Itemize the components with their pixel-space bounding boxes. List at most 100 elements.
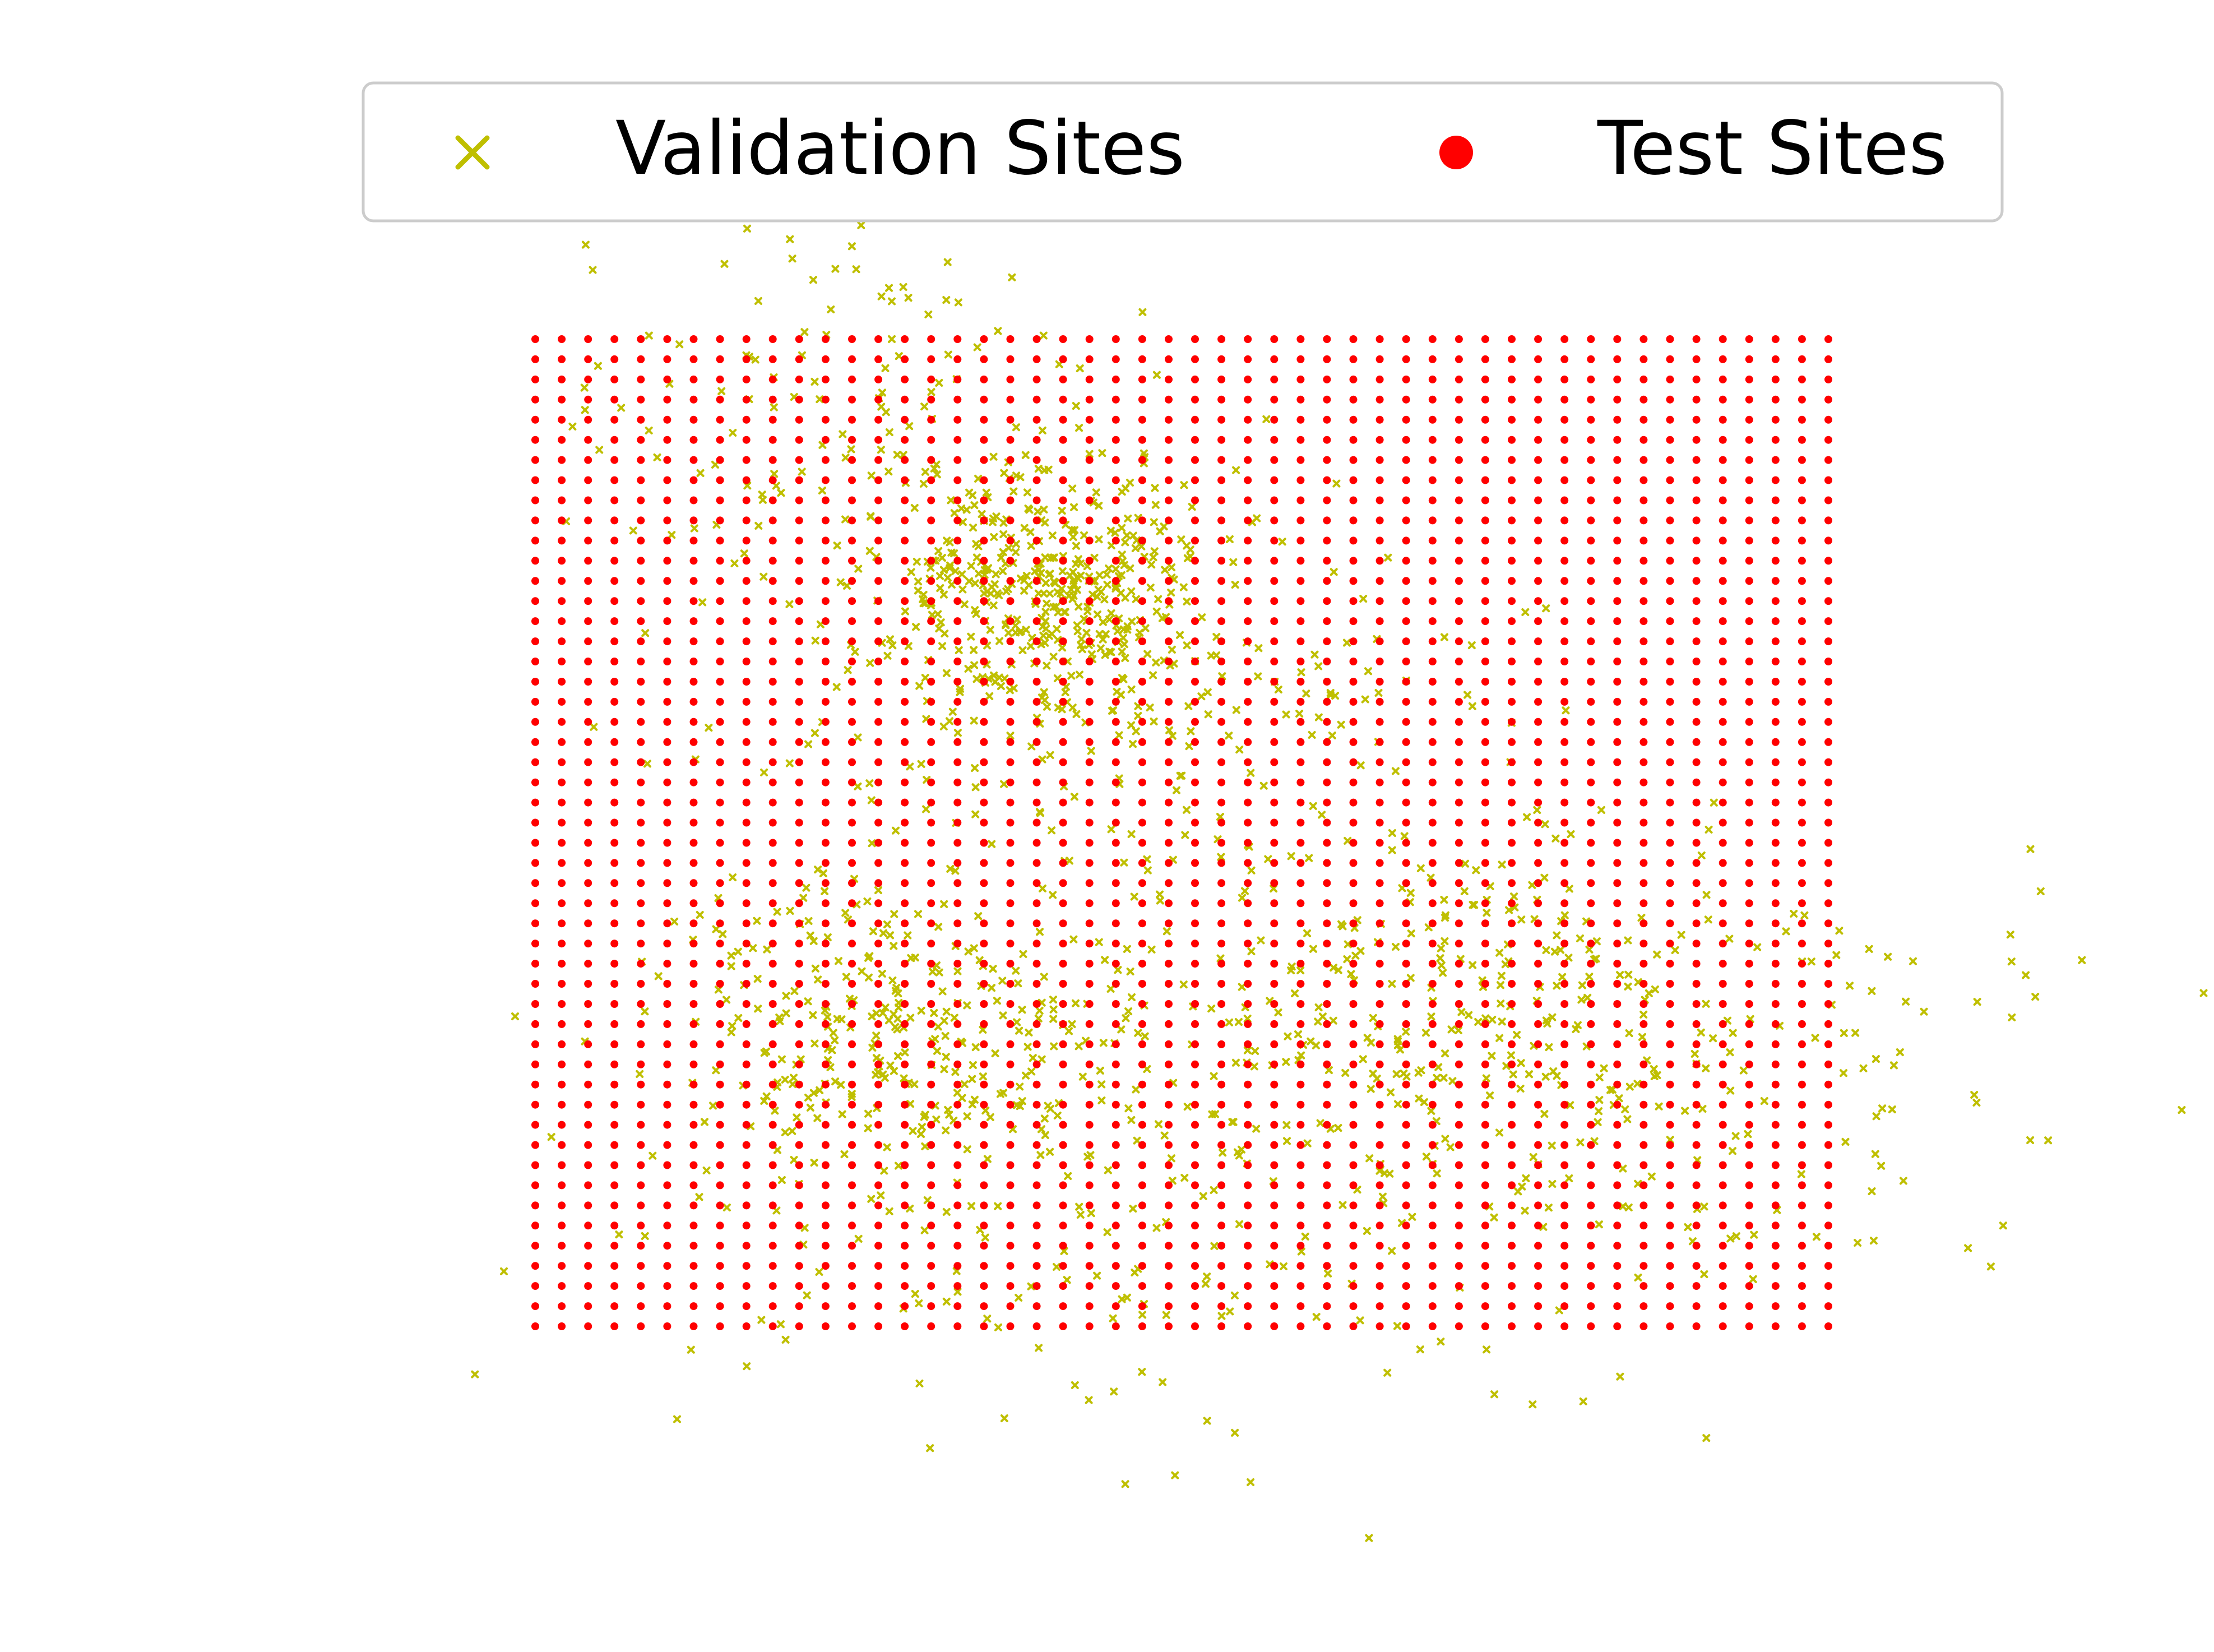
test-site-point [1428,1020,1437,1028]
validation-site-point [1651,985,1659,993]
validation-site-point [1106,985,1115,993]
test-site-point [1059,697,1067,706]
test-site-point [953,818,962,827]
test-site-point [1692,980,1701,988]
test-site-point [1428,1141,1437,1149]
validation-site-point [827,306,835,313]
validation-site-point [800,328,809,336]
test-site-point [1244,980,1252,988]
validation-site-point [782,1009,790,1017]
validation-site-point [1365,1154,1374,1163]
validation-site-point [2026,1136,2035,1144]
test-site-point [1719,718,1727,726]
test-site-point [1745,899,1753,908]
test-site-point [874,415,883,424]
test-site-point [584,1181,592,1190]
test-site-point [1138,637,1146,646]
test-site-point [742,960,751,968]
validation-site-point [729,429,737,437]
validation-site-point [1012,548,1020,556]
validation-site-point [821,1006,829,1015]
test-site-point [1824,1080,1832,1089]
test-site-point [1613,960,1622,968]
test-site-point [610,436,619,444]
test-site-point [1191,678,1199,686]
test-site-point [1059,617,1067,626]
validation-site-point [938,554,946,562]
test-site-point [1323,798,1331,807]
validation-site-point [1231,1428,1239,1437]
validation-site-point [1167,589,1175,597]
validation-site-point [1302,690,1310,698]
test-site-point [1428,536,1437,545]
test-site-point [1666,557,1674,565]
test-site-point [1428,496,1437,505]
test-site-point [558,798,566,807]
validation-site-point [1146,584,1155,592]
test-site-point [1006,738,1015,746]
validation-site-point [641,1007,649,1016]
test-site-point [558,1080,566,1089]
test-site-point [1191,637,1199,646]
validation-site-point [1732,1232,1740,1241]
validation-site-point [970,501,979,510]
validation-site-point [947,548,956,557]
validation-site-point [1006,686,1014,695]
test-site-point [1296,1242,1305,1250]
test-site-point [1270,1060,1279,1068]
test-site-point [874,617,883,626]
test-site-point [1428,899,1437,908]
test-site-point [821,1121,830,1129]
test-site-point [1771,395,1780,404]
validation-site-point [1212,633,1221,641]
test-site-point [1165,697,1173,706]
test-site-point [663,738,671,746]
test-site-point [1244,1141,1252,1149]
test-site-point [1798,1060,1806,1068]
test-site-point [848,1201,856,1210]
test-site-point [1508,738,1516,746]
test-site-point [901,1242,909,1250]
test-site-point [742,536,751,545]
validation-site-point [1460,887,1469,895]
validation-site-point [1543,1020,1551,1028]
test-site-point [1692,818,1701,827]
test-site-point [1375,1121,1384,1129]
test-site-point [1059,1242,1067,1250]
validation-site-point [1671,946,1679,954]
test-site-point [1613,557,1622,565]
validation-site-point [1156,896,1164,905]
test-site-point [1138,1040,1146,1048]
validation-site-point [645,427,653,434]
test-site-point [1692,658,1701,665]
test-site-point [1244,637,1252,646]
validation-site-point [1046,1147,1054,1156]
test-site-point [1666,658,1674,665]
test-site-point [1085,919,1094,928]
test-site-point [795,798,803,807]
legend-validation-label: Validation Sites [615,105,1185,192]
validation-site-point [872,1031,881,1040]
test-site-point [1375,818,1384,827]
test-site-point [768,617,777,626]
validation-site-point [581,240,590,249]
validation-site-point [1168,1154,1175,1163]
test-site-point [768,355,777,363]
test-site-point [1613,1040,1622,1048]
test-site-point [716,415,724,424]
test-site-point [821,436,830,444]
test-site-point [1508,940,1516,948]
validation-site-point [1790,910,1798,918]
test-site-point [1323,818,1331,827]
test-site-point [689,496,698,505]
test-site-point [768,415,777,424]
test-site-point [1217,335,1226,343]
test-site-point [1719,678,1727,686]
validation-site-point [866,659,874,667]
test-site-point [901,1161,909,1169]
test-site-point [1111,335,1120,343]
validation-site-point [714,985,722,994]
test-site-point [1428,1221,1437,1230]
test-site-point [1798,839,1806,847]
validation-site-point [1702,1434,1711,1442]
